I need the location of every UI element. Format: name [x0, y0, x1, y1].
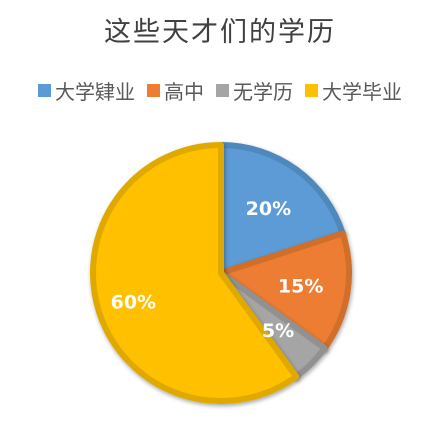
legend-swatch-high-school	[147, 84, 160, 97]
chart-title: 这些天才们的学历	[104, 17, 336, 48]
legend-label-dropout: 大学肄业	[55, 80, 135, 104]
legend-label-high-school: 高中	[164, 80, 204, 104]
chart-legend: 大学肄业 高中 无学历 大学毕业	[0, 76, 440, 105]
legend-swatch-no-degree	[216, 84, 229, 97]
legend-swatch-dropout	[38, 84, 51, 97]
legend-item-graduate: 大学毕业	[305, 76, 402, 105]
data-label-graduate: 60%	[111, 291, 156, 313]
data-label-high-school: 15%	[278, 276, 323, 298]
legend-item-high-school: 高中	[147, 76, 204, 105]
data-label-no-degree: 5%	[262, 320, 294, 342]
legend-label-no-degree: 无学历	[233, 80, 293, 104]
pie-slice-high-school	[218, 230, 352, 352]
legend-swatch-graduate	[305, 84, 318, 97]
legend-item-dropout: 大学肄业	[38, 76, 135, 105]
legend-label-graduate: 大学毕业	[322, 80, 402, 104]
data-label-dropout: 20%	[246, 198, 291, 220]
pie-slice-graduate	[90, 142, 300, 404]
legend-item-no-degree: 无学历	[216, 76, 293, 105]
